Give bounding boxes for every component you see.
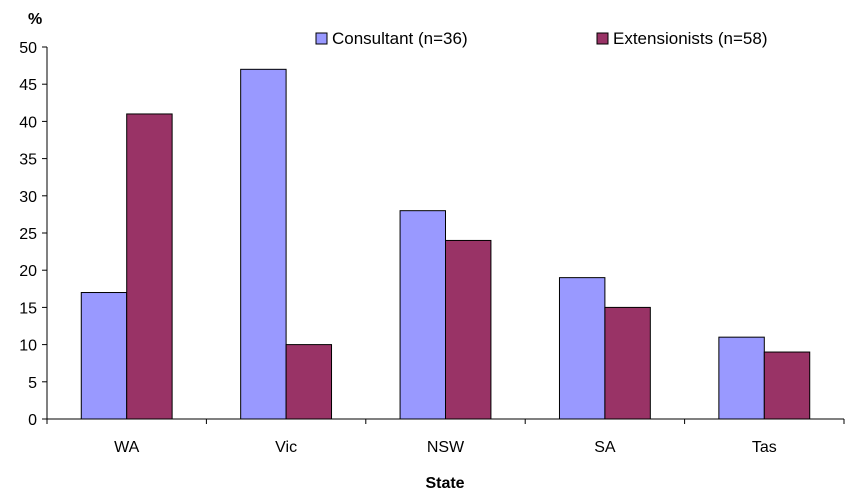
bar-extensionists-tas xyxy=(763,351,811,420)
y-tick-label: 0 xyxy=(28,412,37,429)
x-axis-ticks: WA Vic NSW SA Tas xyxy=(46,419,845,456)
y-tick-label: 15 xyxy=(19,300,37,317)
legend-swatch xyxy=(315,32,328,45)
y-axis-ticks: 0 5 10 15 20 25 30 35 40 45 50 xyxy=(19,40,47,429)
bar-consultant-wa xyxy=(80,292,128,420)
y-tick-label: 35 xyxy=(19,152,37,169)
legend-label: Extensionists (n=58) xyxy=(613,29,768,48)
y-tick-label: 10 xyxy=(19,338,37,355)
y-tick-label: 50 xyxy=(19,40,37,57)
bar-extensionists-wa xyxy=(126,113,173,420)
x-tick-label: Tas xyxy=(752,439,777,456)
y-tick-label: 25 xyxy=(19,226,37,243)
x-tick-label: SA xyxy=(594,439,616,456)
y-tick-label: 45 xyxy=(19,77,37,94)
y-axis-title: % xyxy=(28,11,42,28)
legend: Consultant (n=36) Extensionists (n=58) xyxy=(315,29,768,48)
y-tick-label: 30 xyxy=(19,189,37,206)
y-tick-label: 20 xyxy=(19,263,37,280)
bar-consultant-vic xyxy=(240,68,287,420)
bars xyxy=(80,68,811,420)
y-tick-label: 5 xyxy=(28,375,37,392)
x-axis-title: State xyxy=(425,475,464,492)
x-tick-label: NSW xyxy=(427,439,465,456)
bar-consultant-sa xyxy=(558,277,606,420)
legend-label: Consultant (n=36) xyxy=(332,29,468,48)
bar-consultant-nsw xyxy=(399,210,447,420)
bar-extensionists-sa xyxy=(604,306,651,420)
bar-consultant-tas xyxy=(718,336,765,420)
legend-swatch xyxy=(596,32,609,45)
bar-extensionists-vic xyxy=(285,344,333,420)
y-tick-label: 40 xyxy=(19,114,37,131)
bar-extensionists-nsw xyxy=(445,239,492,420)
x-tick-label: WA xyxy=(114,439,140,456)
x-tick-label: Vic xyxy=(275,439,297,456)
